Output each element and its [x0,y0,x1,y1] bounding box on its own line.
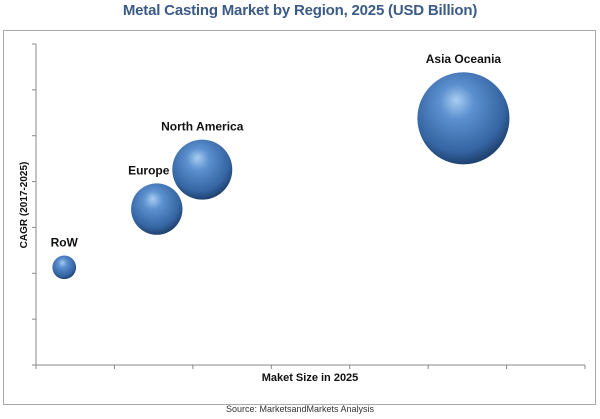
data-label: Asia Oceania [426,52,502,66]
x-axis-label: Maket Size in 2025 [262,372,359,384]
bubble-north-america [172,139,233,200]
bubble-asia-oceania [417,72,510,165]
chart-frame [3,30,596,405]
data-label: RoW [51,235,79,249]
data-label: Europe [128,163,170,177]
data-label: North America [161,120,244,134]
source-note: Source: MarketsandMarkets Analysis [225,404,375,414]
y-axis-label: CAGR (2017-2025) [19,162,30,249]
bubble-europe [131,183,183,235]
bubble-row [52,255,77,280]
chart-title: Metal Casting Market by Region, 2025 (US… [122,2,478,19]
